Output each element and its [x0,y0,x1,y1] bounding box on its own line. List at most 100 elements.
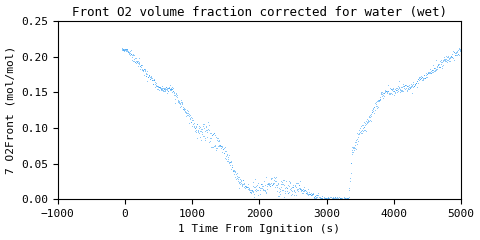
Point [295,186,303,190]
Point [126,51,133,54]
Point [283,186,291,190]
Point [376,95,384,99]
Point [143,72,150,76]
Point [237,181,244,185]
Point [157,87,165,90]
Point [220,151,228,155]
Point [203,128,211,132]
Point [424,71,432,75]
Point [297,187,304,191]
Point [199,134,207,138]
Point [194,128,202,132]
Point [451,52,459,55]
Point [420,76,427,80]
Point [234,177,242,181]
Point [192,124,200,127]
Point [318,196,325,199]
Point [148,76,156,80]
Point [288,192,295,196]
Point [361,121,369,125]
Point [304,193,312,197]
Point [391,87,399,91]
Point [127,52,134,56]
Point [173,93,180,97]
Point [153,84,160,88]
Point [331,197,338,201]
Point [181,107,189,111]
Point [344,196,351,200]
Point [279,178,287,182]
Point [422,75,430,79]
Point [179,107,187,110]
Point [224,155,232,159]
Point [119,48,127,52]
Point [216,144,223,147]
Point [293,188,301,192]
Point [176,102,183,106]
Point [168,87,175,91]
Point [240,182,247,186]
Point [133,60,141,64]
Point [353,137,361,141]
Point [377,90,385,94]
Point [165,86,173,90]
Point [419,77,427,81]
Point [217,144,225,148]
Point [265,183,273,186]
Point [207,136,215,140]
Point [192,126,199,130]
Point [450,50,458,54]
Point [304,187,312,191]
Point [321,196,328,200]
Point [396,88,404,91]
Point [230,169,238,173]
Point [350,148,358,151]
Point [195,131,203,135]
Point [254,182,262,186]
Point [194,129,202,133]
Point [171,93,179,97]
Point [359,129,367,132]
Point [229,169,237,173]
Point [159,89,167,93]
Point [154,87,161,91]
Point [421,76,429,80]
Point [238,178,245,182]
Point [144,72,151,76]
Point [281,191,288,195]
Point [434,62,442,66]
Point [351,146,359,150]
Point [389,86,397,90]
Point [193,122,201,126]
Point [237,180,245,183]
Point [282,185,289,189]
Point [438,60,446,64]
Point [124,50,132,54]
Point [121,48,129,52]
Point [261,188,268,192]
Point [236,177,243,181]
Point [160,86,168,90]
Point [454,48,461,52]
Point [309,192,317,196]
Point [379,96,386,100]
Point [389,89,397,92]
Point [431,66,439,70]
Point [338,196,346,200]
Point [365,115,372,119]
Point [431,66,438,70]
Point [241,184,249,188]
Point [412,82,420,85]
Point [275,186,283,190]
Point [371,102,379,105]
Point [221,145,229,149]
Point [409,82,417,86]
Point [337,196,345,200]
Point [244,185,252,189]
Point [134,59,142,63]
Point [250,195,258,198]
Point [193,137,201,140]
Point [142,71,150,74]
Point [131,60,139,64]
Point [129,59,137,63]
